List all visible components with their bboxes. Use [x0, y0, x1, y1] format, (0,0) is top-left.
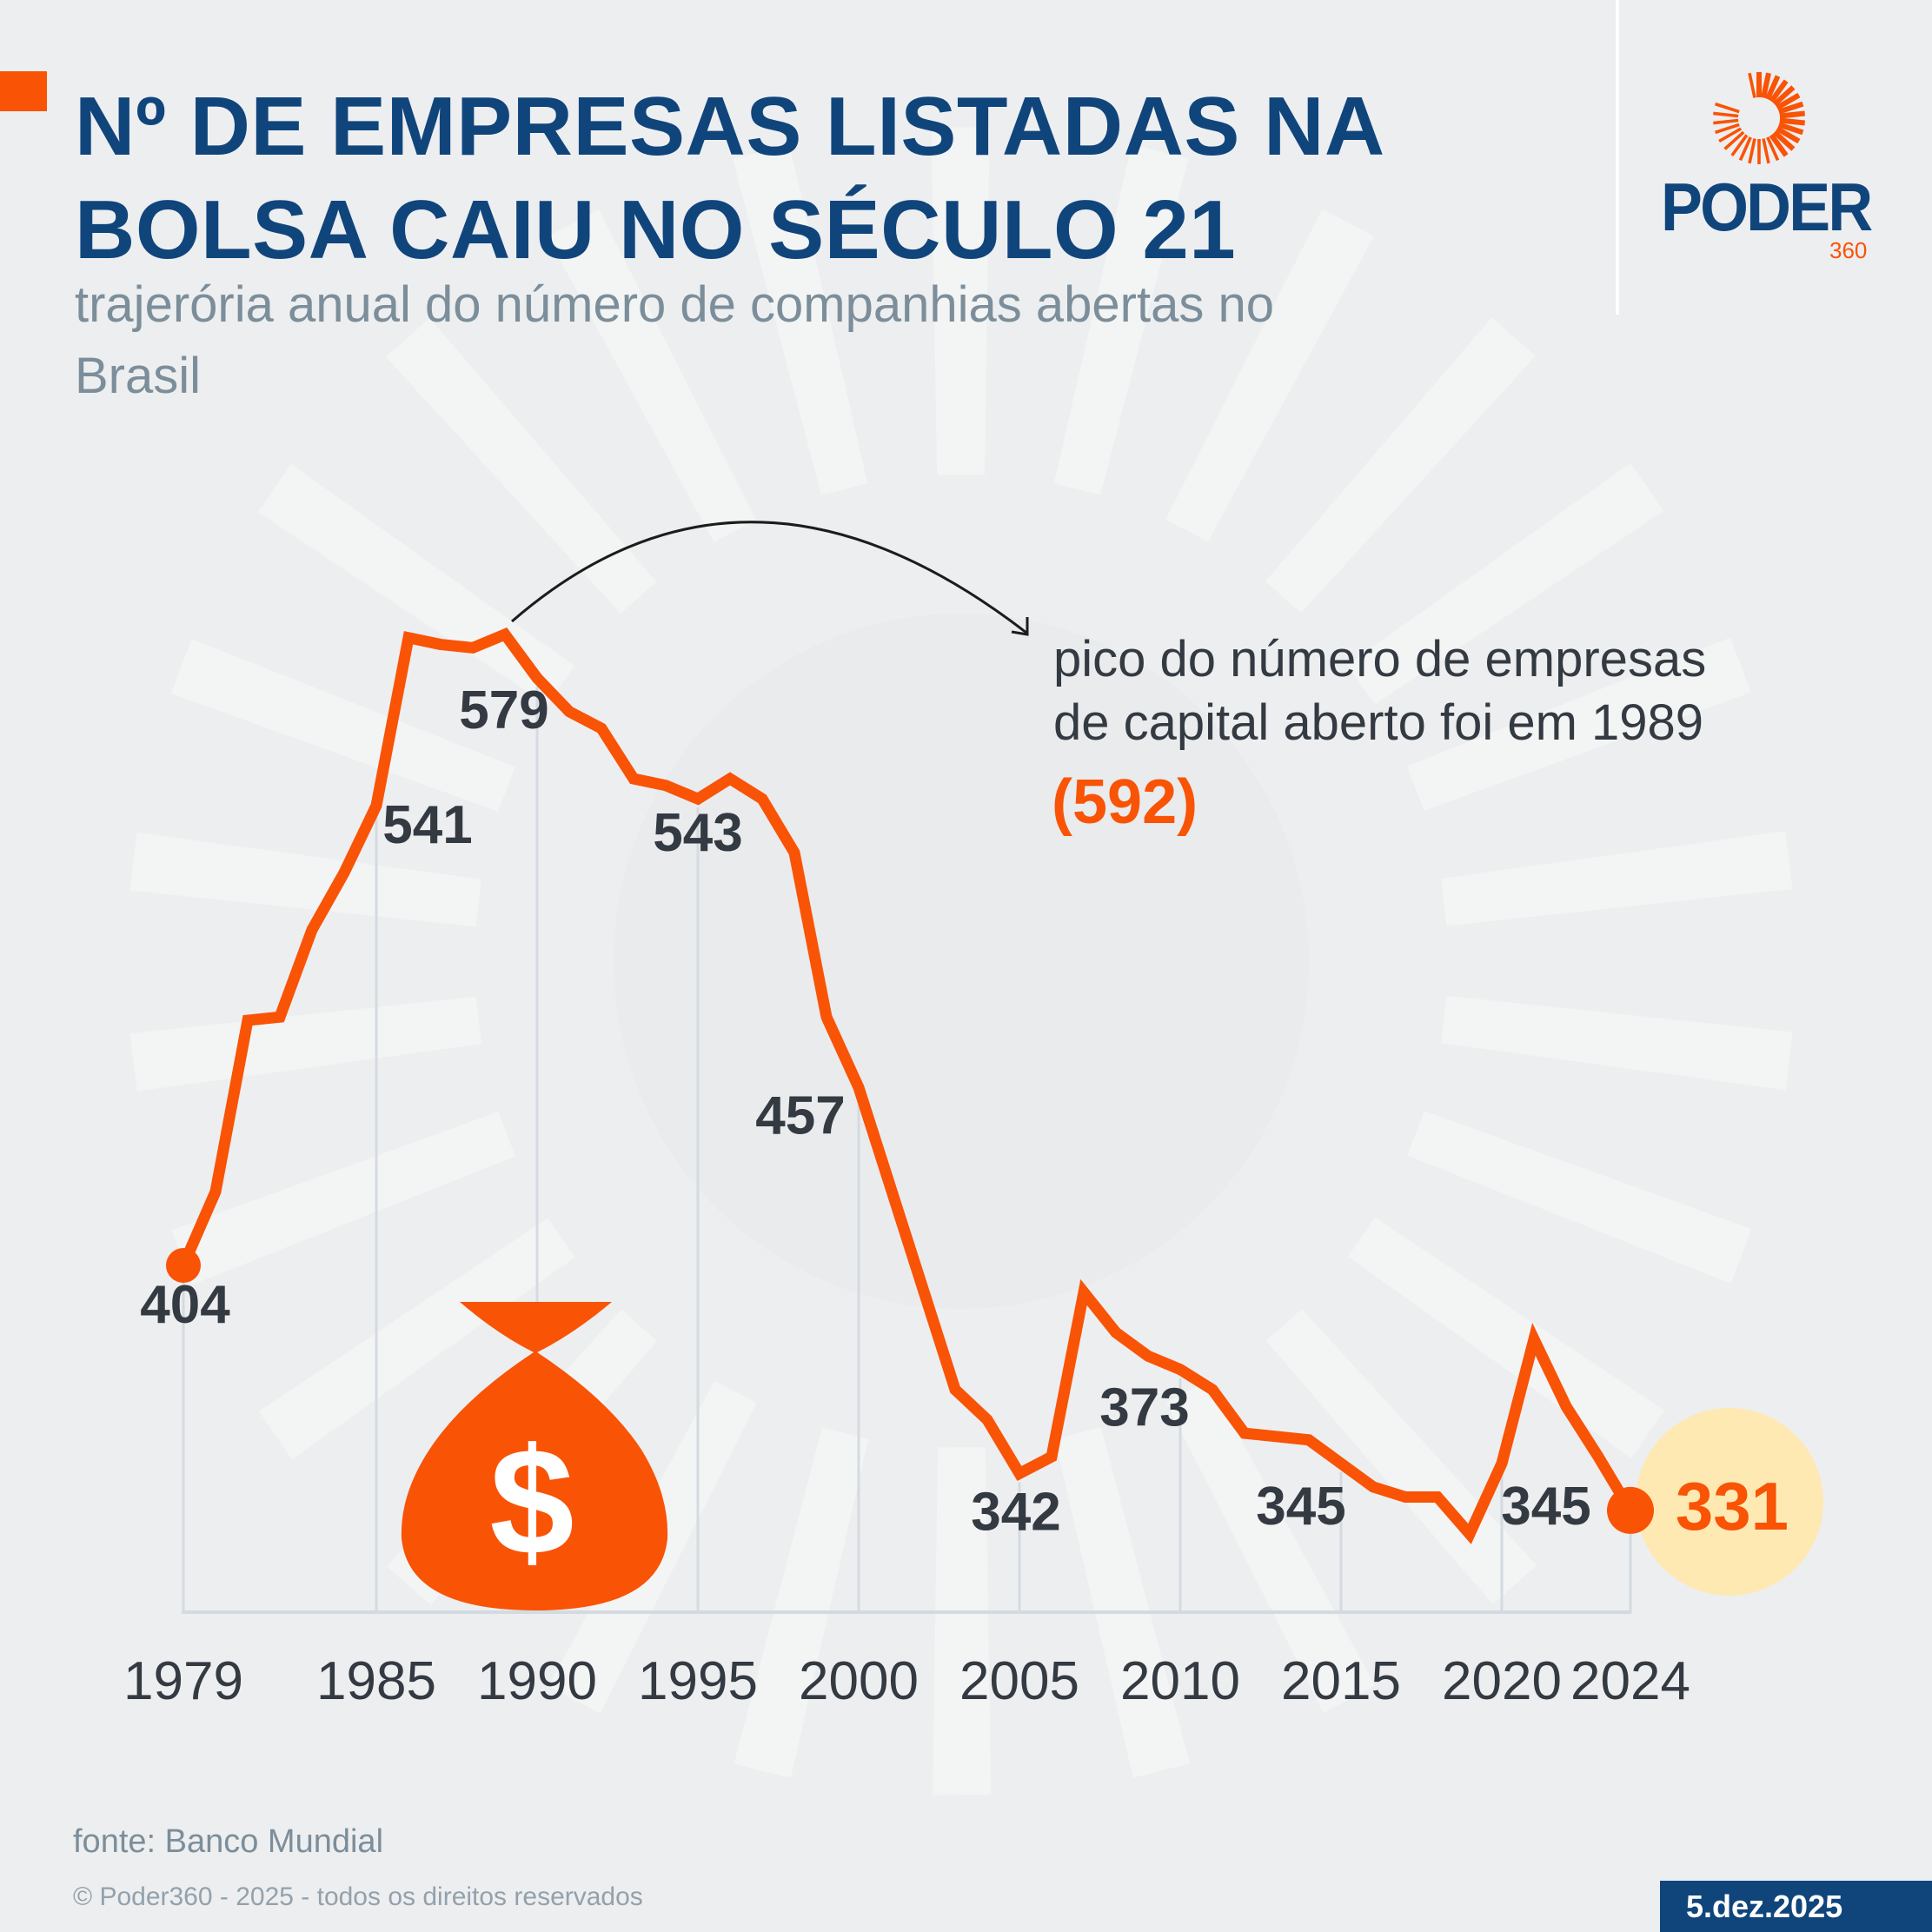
annotation-value: (592): [1052, 767, 1198, 837]
highlight-circle: [1636, 1408, 1823, 1596]
annotation-line-2: de capital aberto foi em 1989: [1053, 694, 1703, 751]
sunburst-ray: [129, 996, 482, 1092]
subtitle-line-1: trajerória anual do número de companhias…: [75, 276, 1274, 333]
title-line-1: Nº DE EMPRESAS LISTADAS NA: [75, 80, 1385, 173]
data-label-1985: 541: [382, 795, 472, 855]
x-tick-labels: 1979 1985 1990 1995 2000 2005 2010 2015 2020 2024: [123, 1651, 1690, 1711]
logo-ray: [1777, 101, 1804, 115]
sunburst-ray: [171, 1112, 515, 1285]
x-tick-2024: 2024: [1570, 1651, 1690, 1711]
sunburst-ray: [170, 639, 515, 812]
subtitle-line-2: Brasil: [75, 348, 202, 404]
logo-wordmark: PODER: [1661, 169, 1873, 245]
publish-date-badge: 5.dez.2025: [1660, 1881, 1932, 1932]
logo-ray: [1761, 72, 1771, 99]
x-tick-1985: 1985: [316, 1651, 436, 1711]
dollar-sign: $: [489, 1417, 574, 1587]
source-note: fonte: Banco Mundial: [73, 1823, 384, 1860]
annotation-line-1: pico do número de empresas: [1053, 631, 1706, 687]
sunburst-ray: [1407, 1111, 1752, 1284]
sunburst-core: [614, 614, 1309, 1309]
logo-ray: [1748, 72, 1756, 98]
logo-ray: [1776, 92, 1801, 110]
sunburst-ray: [258, 1218, 575, 1460]
x-tick-2010: 2010: [1120, 1651, 1240, 1711]
sunburst-ray: [1054, 1427, 1190, 1778]
logo-ray: [1738, 136, 1752, 162]
x-tick-1990: 1990: [477, 1651, 597, 1711]
money-bag-icon: $: [401, 1302, 668, 1610]
x-tick-1979: 1979: [123, 1651, 243, 1711]
logo-ray: [1723, 130, 1745, 150]
sunburst-ray: [1348, 1217, 1665, 1459]
sunburst-ray: [257, 463, 574, 706]
logo-number: 360: [1829, 237, 1868, 263]
logo-ray: [1779, 110, 1806, 119]
logo-ray: [1715, 123, 1740, 135]
sunburst-ray: [129, 832, 481, 927]
logo-ray: [1772, 85, 1796, 107]
sunburst-ray: [1053, 144, 1189, 495]
data-label-2020: 345: [1501, 1477, 1590, 1537]
title-accent-mark: [0, 71, 47, 111]
title-line-2: BOLSA CAIU NO SÉCULO 21: [75, 183, 1237, 276]
data-labels: 404 541 579 543 457 342 373 345 345 331: [140, 681, 1789, 1544]
poder360-logo: PODER 360: [1651, 68, 1873, 268]
logo-ray: [1772, 129, 1796, 151]
sunburst-ray: [931, 127, 990, 475]
data-label-2000: 457: [755, 1086, 845, 1145]
data-label-2005: 342: [971, 1482, 1060, 1542]
logo-ray: [1769, 79, 1789, 103]
sunburst-ray: [1265, 317, 1536, 614]
logo-ray: [1769, 133, 1789, 157]
sunburst-ray: [733, 144, 868, 495]
x-tick-2015: 2015: [1281, 1651, 1401, 1711]
logo-ray: [1713, 118, 1739, 125]
series-line: [166, 627, 1654, 1544]
data-label-2015: 345: [1256, 1477, 1345, 1537]
x-tick-2005: 2005: [959, 1651, 1079, 1711]
sunburst-ray: [1347, 462, 1664, 705]
end-point-marker: [1607, 1486, 1654, 1534]
data-label-1979: 404: [140, 1275, 230, 1335]
sun-rays-icon: [1713, 72, 1806, 164]
sunburst-ray: [933, 1447, 992, 1796]
logo-ray: [1776, 126, 1801, 144]
data-label-1990: 579: [459, 681, 548, 740]
logo-ray: [1765, 75, 1781, 101]
x-tick-2000: 2000: [799, 1651, 919, 1711]
sunburst-ray: [386, 318, 657, 614]
copyright-note: © Poder360 - 2025 - todos os direitos re…: [73, 1882, 643, 1911]
logo-ray: [1762, 138, 1770, 164]
logo-ray: [1779, 117, 1806, 126]
logo-ray: [1718, 127, 1743, 143]
logo-ray: [1730, 134, 1749, 156]
sunburst-ray: [1407, 637, 1751, 811]
sunburst-ray: [734, 1427, 869, 1778]
sunburst-ray: [1166, 1380, 1376, 1713]
logo-ray: [1715, 102, 1740, 114]
start-point-marker: [166, 1248, 201, 1283]
logo-ray: [1713, 111, 1739, 118]
x-tick-1995: 1995: [638, 1651, 758, 1711]
x-tick-2020: 2020: [1442, 1651, 1562, 1711]
page-subtitle: trajerória anual do número de companhias…: [75, 269, 1500, 412]
data-label-2010: 373: [1099, 1378, 1189, 1438]
annotation-arrow: [511, 521, 1029, 636]
sunburst-ray: [1441, 995, 1793, 1091]
sunburst-ray: [547, 209, 756, 542]
sunburst-ray: [1165, 209, 1374, 542]
logo-ray: [1766, 136, 1780, 162]
series-path: [178, 627, 1636, 1544]
page-title: Nº DE EMPRESAS LISTADAS NA BOLSA CAIU NO…: [75, 75, 1552, 282]
logo-ray: [1748, 138, 1756, 164]
header-divider: [1616, 0, 1619, 315]
data-label-2024: 331: [1676, 1468, 1789, 1544]
data-label-1995: 543: [653, 803, 742, 863]
logo-ray: [1777, 122, 1804, 136]
sunburst-ray: [1440, 831, 1793, 926]
